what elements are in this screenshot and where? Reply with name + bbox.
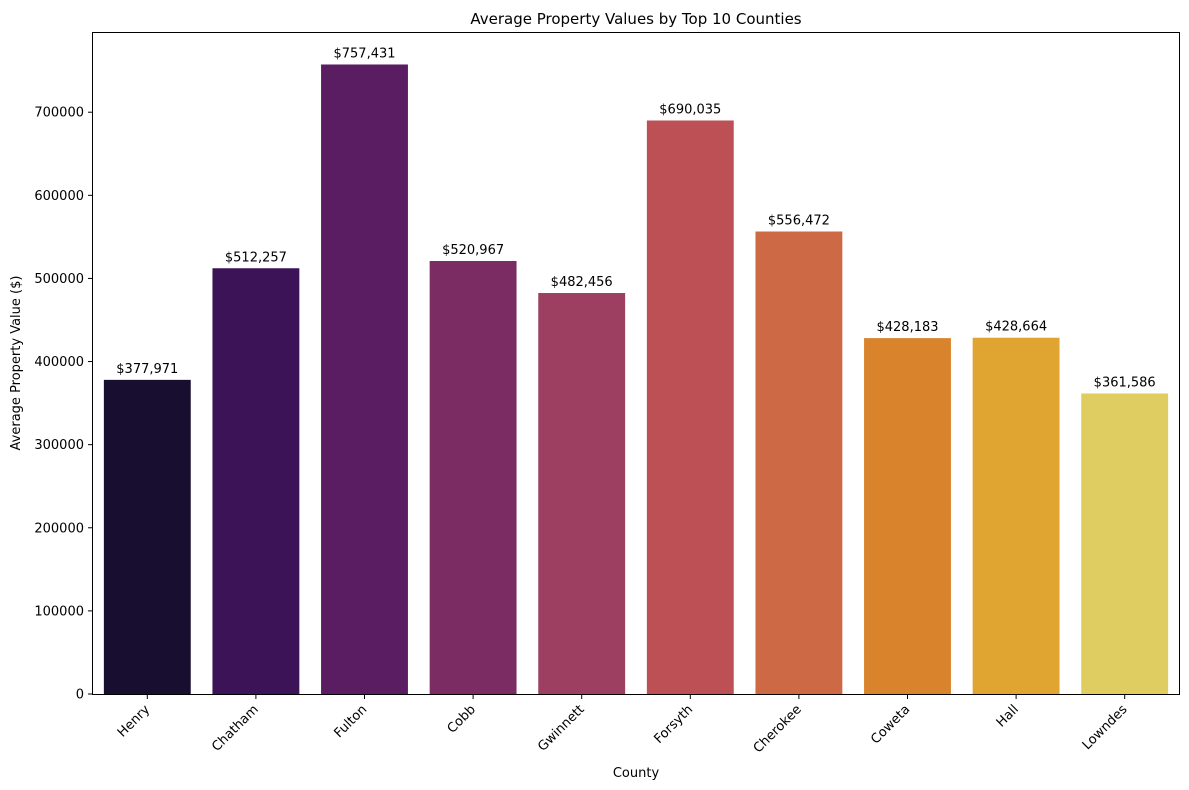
bars-group — [103, 64, 1169, 695]
x-tick-label: Lowndes — [1080, 702, 1131, 753]
y-tick-label: 0 — [76, 688, 84, 703]
y-axis-label: Average Property Value ($) — [9, 276, 24, 451]
plot-frame — [92, 32, 1180, 695]
x-tick-label: Forsyth — [651, 702, 696, 747]
bar-value-label: $520,967 — [442, 243, 504, 258]
x-axis-label: County — [613, 766, 660, 781]
bar-value-label: $556,472 — [768, 214, 830, 229]
bar-value-label: $361,586 — [1094, 375, 1156, 390]
x-tick-label: Gwinnett — [535, 702, 587, 754]
bar-hall — [972, 337, 1060, 694]
bar-value-label: $512,257 — [225, 250, 287, 265]
data-labels-group: $377,971 $512,257 $757,431 $520,967 $482,456… — [116, 46, 1155, 390]
x-tick-label: Henry — [115, 702, 153, 740]
y-tick-label: 400000 — [34, 355, 84, 370]
x-tick-label: Chatham — [209, 702, 262, 755]
y-tick-label: 100000 — [34, 604, 84, 619]
bar-value-label: $377,971 — [116, 362, 178, 377]
bar-value-label: $690,035 — [659, 102, 721, 117]
x-axis-ticks: Henry Chatham Fulton Cobb Gwinnett Forsyth Che… — [115, 694, 1131, 756]
y-tick-label: 500000 — [34, 272, 84, 287]
bar-gwinnett — [538, 293, 626, 694]
bar-cherokee — [755, 231, 843, 694]
bar-value-label: $757,431 — [333, 46, 395, 61]
bar-value-label: $428,183 — [876, 320, 938, 335]
bar-chatham — [212, 268, 300, 694]
bar-value-label: $482,456 — [551, 275, 613, 290]
bar-fulton — [321, 64, 408, 695]
x-tick-label: Hall — [994, 702, 1022, 730]
x-tick-label: Cherokee — [751, 702, 805, 756]
bar-lowndes — [1081, 393, 1169, 694]
x-tick-label: Fulton — [331, 702, 370, 741]
y-tick-label: 700000 — [34, 106, 84, 121]
bar-value-label: $428,664 — [985, 320, 1047, 335]
bar-cobb — [429, 261, 517, 694]
bar-henry — [103, 379, 191, 694]
y-tick-label: 600000 — [34, 189, 84, 204]
y-axis-ticks: 0 100000 200000 300000 400000 500000 600000 700… — [34, 106, 93, 703]
x-tick-label: Coweta — [868, 702, 913, 747]
y-tick-label: 300000 — [34, 438, 84, 453]
chart-title: Average Property Values by Top 10 Counti… — [470, 10, 801, 28]
bar-forsyth — [646, 120, 734, 695]
bar-coweta — [864, 338, 951, 694]
y-tick-label: 200000 — [34, 521, 84, 536]
x-tick-label: Cobb — [445, 702, 479, 736]
